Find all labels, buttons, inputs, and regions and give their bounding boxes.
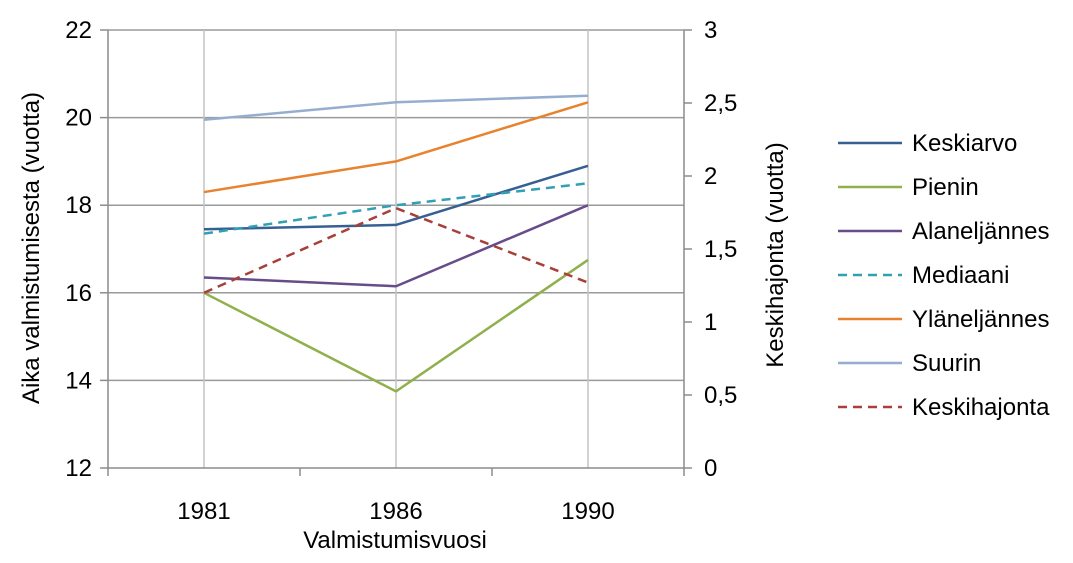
series-line-keskiarvo	[203, 164, 589, 231]
gridlines	[108, 29, 684, 468]
legend: Keskiarvo Pienin Alaneljännes Mediaani Yläne…	[838, 130, 1050, 421]
left-y-tick-label: 16	[65, 280, 92, 307]
right-y-tick-label: 0	[704, 455, 717, 482]
left-y-axis-ticks: 12 14 16 18 20 22	[65, 17, 108, 482]
left-y-axis-title: Aika valmistumisesta (vuotta)	[18, 92, 45, 404]
legend-label-suurin: Suurin	[912, 350, 981, 377]
right-y-tick-label: 0,5	[704, 382, 737, 409]
series-lines	[203, 94, 589, 393]
left-y-tick-label: 12	[65, 455, 92, 482]
series-line-keskihajonta	[203, 206, 589, 294]
legend-label-keskihajonta: Keskihajonta	[912, 394, 1050, 421]
series-line-suurin	[203, 94, 589, 122]
right-y-tick-label: 2	[704, 163, 717, 190]
legend-label-ylaneljannes: Yläneljännes	[912, 306, 1049, 333]
right-y-tick-label: 3	[704, 17, 717, 44]
series-line-mediaani	[203, 182, 589, 235]
left-y-tick-label: 18	[65, 192, 92, 219]
x-tick-label: 1981	[177, 498, 230, 525]
series-line-pienin	[203, 258, 589, 393]
right-y-tick-label: 1,5	[704, 236, 737, 263]
x-tick-label: 1986	[369, 498, 422, 525]
right-y-axis-title: Keskihajonta (vuotta)	[762, 142, 789, 367]
x-axis-ticks: 1981 1986 1990	[107, 468, 685, 525]
right-y-tick-label: 1	[704, 309, 717, 336]
legend-label-mediaani: Mediaani	[912, 262, 1009, 289]
legend-label-keskiarvo: Keskiarvo	[912, 130, 1017, 157]
left-y-tick-label: 20	[65, 105, 92, 132]
right-y-axis-ticks: 0 0,5 1 1,5 2 2,5 3	[684, 17, 737, 482]
x-tick-label: 1990	[561, 498, 614, 525]
series-line-ylaneljannes	[203, 101, 589, 194]
x-axis-title: Valmistumisvuosi	[303, 527, 487, 554]
left-y-tick-label: 14	[65, 367, 92, 394]
left-y-tick-label: 22	[65, 17, 92, 44]
legend-label-pienin: Pienin	[912, 174, 979, 201]
series-line-alaneljannes	[203, 204, 589, 288]
legend-label-alaneljannes: Alaneljännes	[912, 218, 1049, 245]
right-y-tick-label: 2,5	[704, 90, 737, 117]
